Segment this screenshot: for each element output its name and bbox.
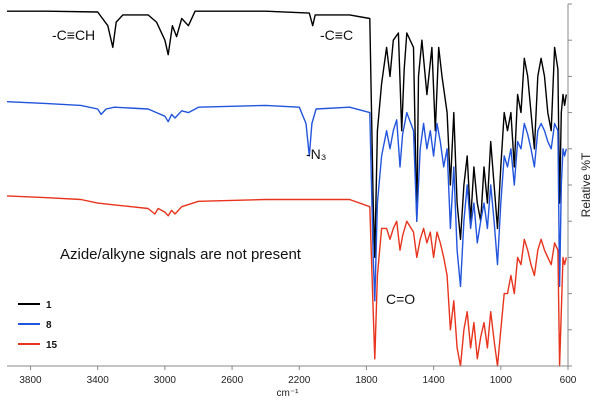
annotation-no-signals: Azide/alkyne signals are not present	[60, 246, 302, 263]
annotation-carbonyl: C=O	[386, 291, 415, 307]
x-tick-label: 3000	[154, 375, 177, 386]
series-line-8	[6, 101, 567, 302]
series-layer	[6, 10, 567, 367]
x-tick-label: 2600	[221, 375, 244, 386]
x-tick-label: 1000	[490, 375, 513, 386]
x-tick-label: 3800	[19, 375, 42, 386]
x-tick-label: 1400	[423, 375, 446, 386]
annotation-internal-alkyne: -C≡C	[320, 27, 353, 43]
x-axis-title: cm⁻¹	[277, 388, 300, 399]
legend-label: 15	[46, 340, 58, 351]
x-tick-label: 600	[560, 375, 577, 386]
axes-layer: 3800 3400 3000 2600 2200 1800 1400 1000 600 cm⁻¹ R…	[7, 3, 593, 399]
y-axis-title: Relative %T	[579, 152, 593, 217]
legend-label: 1	[46, 300, 52, 311]
annotation-terminal-alkyne: -C≡CH	[52, 27, 95, 43]
series-line-15	[6, 195, 567, 367]
annotations-layer: -C≡CH -C≡C -N₃ C=O Azide/alkyne signals are …	[52, 27, 415, 307]
x-tick-label: 1800	[355, 375, 378, 386]
annotation-azide: -N₃	[306, 146, 326, 162]
series-line-1	[7, 10, 567, 259]
x-tick-label: 3400	[87, 375, 110, 386]
x-tick-label: 2200	[288, 375, 311, 386]
legend-label: 8	[46, 320, 52, 331]
